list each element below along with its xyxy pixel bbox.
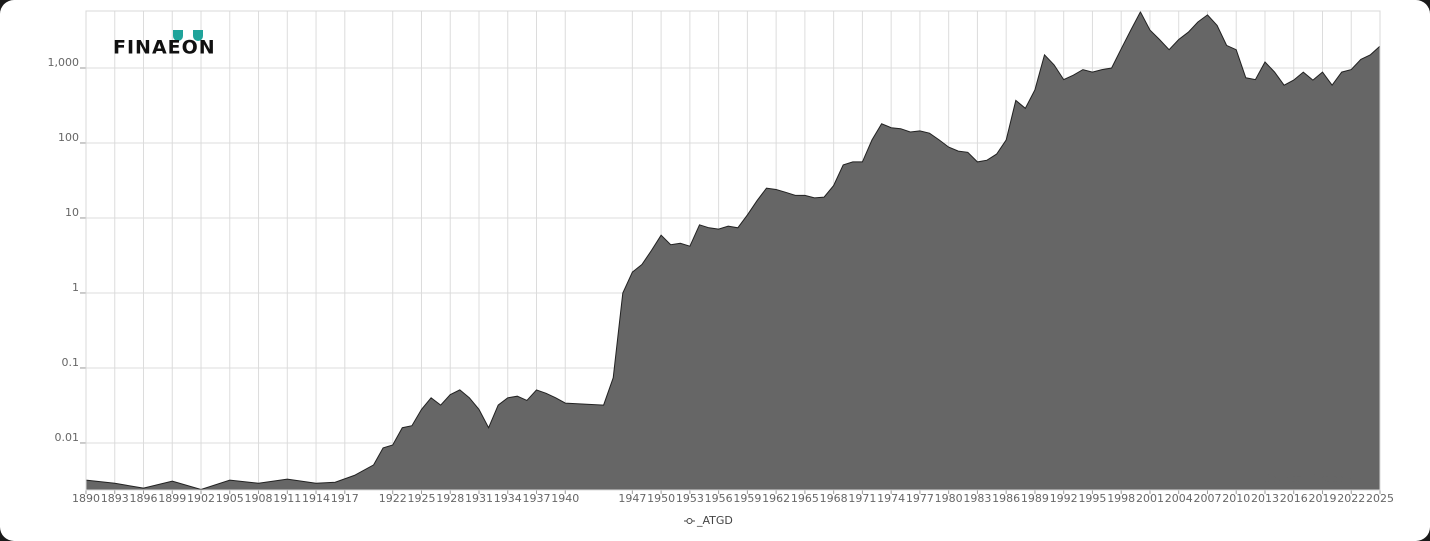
x-tick-label: 1968 [820,492,848,505]
logo-icon [173,30,203,41]
x-tick-label: 1905 [216,492,244,505]
x-tick-label: 1977 [906,492,934,505]
area-line [85,10,1381,491]
x-tick-label: 1922 [379,492,407,505]
x-tick-label: 1911 [273,492,301,505]
plot [85,10,1381,491]
x-tick-label: 1995 [1078,492,1106,505]
y-tick-label: 0.01 [55,431,80,444]
source-note: Source: Finaeon [1264,472,1352,485]
x-tick-label: 1931 [465,492,493,505]
x-tick-label: 2004 [1165,492,1193,505]
x-tick-label: 1899 [158,492,186,505]
x-tick-label: 2025 [1366,492,1394,505]
y-tick-label: 100 [58,131,79,144]
x-tick-label: 1908 [245,492,273,505]
legend: _ATGD [684,514,733,527]
y-tick-label: 1,000 [48,56,80,69]
x-tick-label: 1893 [101,492,129,505]
x-tick-label: 1989 [1021,492,1049,505]
x-tick-label: 1971 [848,492,876,505]
legend-icon-dot [686,518,693,524]
area [86,11,1380,491]
x-tick-label: 1928 [436,492,464,505]
x-tick-label: 1953 [676,492,704,505]
logo: FINAEON [113,30,216,59]
x-tick-label: 1980 [935,492,963,505]
x-tick-label: 1950 [647,492,675,505]
x-tick-label: 1983 [963,492,991,505]
x-tick-label: 2010 [1222,492,1250,505]
y-tick-label: 0.1 [62,356,80,369]
x-tick-label: 2016 [1280,492,1308,505]
x-tick-label: 1974 [877,492,905,505]
x-tick-label: 1986 [992,492,1020,505]
x-tick-label: 1934 [494,492,522,505]
x-tick-label: 2007 [1193,492,1221,505]
y-tick-label: 10 [65,206,79,219]
x-tick-label: 1896 [130,492,158,505]
legend-label: _ATGD [696,514,733,527]
x-tick-label: 1890 [72,492,100,505]
logo-text: FINAEON [113,37,216,59]
x-tick-label: 1902 [187,492,215,505]
x-tick-label: 1947 [618,492,646,505]
x-tick-label: 2013 [1251,492,1279,505]
x-tick-label: 1965 [791,492,819,505]
x-tick-label: 1937 [523,492,551,505]
y-tick-label: 1 [72,281,79,294]
x-tick-label: 1998 [1107,492,1135,505]
x-tick-label: 1914 [302,492,330,505]
x-tick-label: 1992 [1050,492,1078,505]
x-tick-label: 1959 [733,492,761,505]
x-tick-label: 2001 [1136,492,1164,505]
x-tick-label: 2022 [1337,492,1365,505]
x-tick-label: 1962 [762,492,790,505]
x-tick-label: 1956 [705,492,733,505]
x-tick-label: 1940 [551,492,579,505]
x-tick-label: 1925 [407,492,435,505]
x-tick-label: 2019 [1308,492,1336,505]
plot-border [85,10,1381,491]
x-tick-label: 1917 [331,492,359,505]
